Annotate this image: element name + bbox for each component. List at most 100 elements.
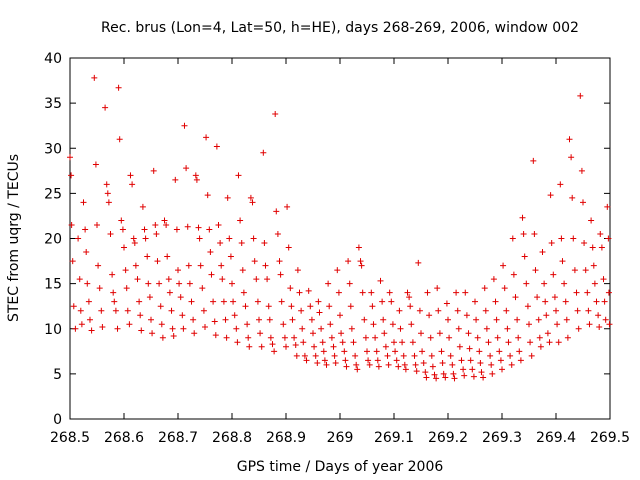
data-point	[546, 339, 553, 346]
data-point	[154, 258, 161, 265]
data-point	[542, 298, 549, 305]
data-point	[84, 280, 91, 287]
data-point	[472, 298, 478, 305]
data-point	[429, 363, 436, 370]
data-point	[485, 339, 492, 346]
data-point	[455, 325, 462, 332]
data-point	[447, 352, 454, 359]
data-point	[559, 258, 566, 265]
data-point	[123, 285, 130, 292]
data-point	[116, 136, 123, 143]
data-point	[397, 325, 404, 332]
data-point	[420, 360, 427, 367]
data-point	[391, 339, 397, 346]
data-point	[111, 298, 118, 305]
data-point	[386, 289, 393, 296]
data-point	[70, 303, 77, 310]
data-point	[388, 298, 395, 305]
data-point	[385, 361, 392, 368]
data-point	[353, 361, 360, 368]
chart-title: Rec. brus (Lon=4, Lat=50, h=HE), days 26…	[101, 20, 579, 36]
data-point	[314, 360, 321, 367]
data-point	[188, 298, 195, 305]
data-point	[547, 192, 554, 199]
data-point	[98, 307, 105, 314]
data-point	[341, 348, 348, 355]
data-point	[284, 203, 291, 210]
data-point	[293, 352, 300, 359]
data-point	[508, 361, 515, 368]
data-point	[272, 110, 279, 117]
data-point	[369, 303, 376, 310]
data-point	[107, 230, 114, 237]
data-point	[532, 267, 539, 274]
y-tick-label: 15	[44, 277, 62, 293]
data-point	[330, 343, 337, 350]
data-point	[370, 321, 377, 328]
data-point	[200, 307, 207, 314]
data-point	[377, 277, 384, 284]
data-point	[555, 339, 562, 346]
x-tick-label: 269.3	[482, 430, 522, 446]
data-point	[195, 224, 202, 231]
data-point	[166, 289, 173, 296]
data-point	[185, 262, 192, 269]
data-point	[477, 360, 484, 367]
data-point	[534, 294, 541, 301]
data-point	[439, 360, 446, 367]
data-point	[192, 172, 199, 179]
data-point	[137, 312, 144, 319]
data-point	[544, 330, 551, 337]
data-point	[328, 334, 335, 341]
data-point	[574, 307, 581, 314]
y-tick-label: 40	[44, 51, 62, 67]
data-point	[190, 316, 197, 323]
data-point	[564, 334, 571, 341]
data-point	[69, 258, 76, 265]
data-point	[509, 235, 516, 242]
data-point	[601, 298, 608, 305]
data-point	[251, 258, 258, 265]
data-point	[92, 161, 99, 168]
data-point	[395, 363, 402, 370]
data-point	[438, 348, 445, 355]
data-point	[153, 230, 160, 237]
data-point	[130, 235, 137, 242]
data-point	[145, 280, 152, 287]
data-point	[487, 352, 494, 359]
x-tick-label: 269	[327, 430, 354, 446]
data-point	[299, 325, 306, 332]
data-point	[536, 334, 543, 341]
data-point	[352, 352, 359, 359]
data-point	[528, 352, 535, 359]
data-point	[588, 217, 595, 224]
data-point	[561, 280, 568, 287]
data-point	[261, 240, 268, 247]
data-point	[211, 318, 218, 325]
data-point	[469, 366, 476, 373]
data-point	[434, 285, 441, 292]
data-point	[265, 303, 272, 310]
data-point	[316, 309, 323, 316]
data-point	[312, 352, 319, 359]
data-point	[571, 267, 578, 274]
data-point	[581, 240, 588, 247]
data-point	[296, 289, 303, 296]
data-point	[573, 289, 580, 296]
data-point	[127, 172, 134, 179]
data-point	[347, 303, 354, 310]
data-point	[75, 235, 82, 242]
data-point	[590, 262, 597, 269]
y-axis-label: STEC from uqrg / TECUs	[6, 154, 22, 322]
data-point	[427, 334, 434, 341]
data-point	[343, 363, 350, 370]
data-point	[103, 181, 110, 188]
data-point	[242, 303, 249, 310]
data-point	[408, 321, 415, 328]
data-point	[399, 339, 406, 346]
data-point	[526, 321, 532, 328]
data-point	[481, 285, 488, 292]
x-tick-label: 268.6	[104, 430, 144, 446]
data-point	[515, 334, 522, 341]
data-point	[124, 307, 131, 314]
